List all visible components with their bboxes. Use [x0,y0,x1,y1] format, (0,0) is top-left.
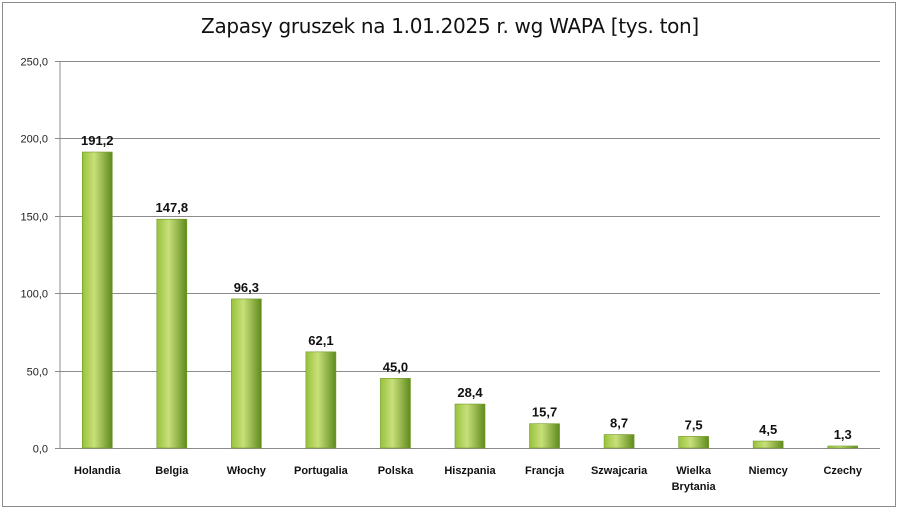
y-tick-label: 0,0 [33,444,48,456]
y-tick-label: 50,0 [27,367,48,379]
x-tick-label: Wielka Brytania [672,465,717,493]
bar-holandia [81,151,113,449]
bar-belgia [156,218,188,449]
y-tick-label: 150,0 [20,212,48,224]
bar-włochy [231,298,262,449]
bar-hiszpania [454,403,486,449]
bar-polska [380,378,411,449]
x-tick-label: Włochy [227,465,267,477]
bar-francja [529,423,560,449]
x-tick-label: Belgia [155,465,189,477]
data-label: 7,5 [685,417,703,432]
bar-portugalia [305,351,337,449]
data-label: 62,1 [308,333,333,348]
y-tick-label: 200,0 [20,134,48,146]
x-tick-label: Portugalia [294,465,349,477]
x-tick-label: Francja [525,465,565,477]
x-tick-label: Niemcy [749,465,789,477]
bar-wielka-brytania [678,436,709,449]
data-label: 1,3 [834,427,852,442]
x-tick-label: Hiszpania [444,465,496,477]
y-tick-label: 250,0 [20,57,48,69]
data-label: 28,4 [457,385,483,400]
data-label: 147,8 [156,200,189,215]
bar-niemcy [752,440,784,449]
x-tick-label: Szwajcaria [591,465,648,477]
x-tick-label: Polska [378,465,414,477]
bar-szwajcaria [603,434,635,449]
x-tick-label: Holandia [74,465,121,477]
data-label: 191,2 [81,133,114,148]
chart-title: Zapasy gruszek na 1.01.2025 r. wg WAPA [… [201,14,699,38]
data-label: 15,7 [532,405,557,420]
data-label: 45,0 [383,359,408,374]
x-tick-label: Czechy [823,465,862,477]
bar-czechy [827,445,859,449]
data-label: 8,7 [610,416,628,431]
y-tick-label: 100,0 [20,289,48,301]
data-label: 96,3 [234,280,259,295]
data-label: 4,5 [759,422,777,437]
